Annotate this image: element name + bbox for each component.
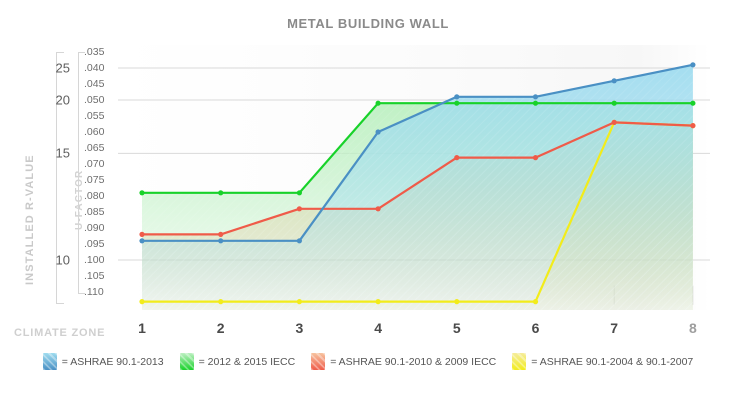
legend-label: = ASHRAE 90.1-2013 — [61, 355, 164, 368]
data-point[interactable] — [611, 100, 617, 106]
data-point[interactable] — [218, 190, 224, 196]
data-point[interactable] — [375, 100, 381, 106]
u-factor-tick: .110 — [84, 286, 104, 298]
right-axis-bracket — [78, 52, 85, 294]
data-point[interactable] — [532, 299, 539, 305]
u-factor-tick: .075 — [84, 174, 105, 186]
legend-item[interactable]: = ASHRAE 90.1-2010 & 2009 IECC — [311, 353, 496, 370]
legend-item[interactable]: = ASHRAE 90.1-2004 & 90.1-2007 — [512, 353, 693, 370]
data-point[interactable] — [375, 129, 381, 135]
x-axis-ticks: 1 2 3 4 5 6 7 8 — [0, 320, 736, 346]
r-value-tick: 15 — [55, 145, 70, 161]
u-factor-tick: .080 — [84, 190, 105, 202]
series-line[interactable] — [140, 121, 694, 303]
data-point[interactable] — [532, 155, 539, 161]
u-factor-tick: .040 — [84, 62, 105, 74]
data-point[interactable] — [139, 238, 145, 244]
x-axis-title: CLIMATE ZONE — [14, 327, 106, 339]
data-point[interactable] — [218, 299, 224, 305]
data-point[interactable] — [454, 94, 460, 100]
data-point[interactable] — [296, 299, 302, 305]
r-value-tick: 20 — [55, 92, 70, 108]
u-factor-tick: .095 — [84, 238, 105, 250]
right-axis-ticks: .035 .040 .045 .050 .055 .060 .065 .070 .075 .080… — [84, 45, 118, 310]
x-tick-zone-5: 5 — [452, 320, 461, 336]
legend-item[interactable]: = ASHRAE 90.1-2013 — [42, 353, 164, 370]
data-point[interactable] — [690, 100, 696, 106]
left-axis-ticks: 25 20 15 10 — [30, 45, 70, 310]
u-factor-tick: .085 — [84, 206, 105, 218]
u-factor-tick: .045 — [84, 78, 105, 90]
chart-svg — [118, 62, 710, 310]
u-factor-tick: .090 — [84, 222, 105, 234]
data-point[interactable] — [139, 299, 145, 305]
data-point[interactable] — [690, 123, 696, 129]
series-area-hatch — [142, 64, 693, 310]
legend-swatch-icon — [42, 353, 57, 370]
legend-swatch-icon — [179, 353, 194, 370]
series-line[interactable] — [140, 63, 694, 242]
series-line[interactable] — [140, 102, 694, 194]
r-value-tick: 10 — [55, 252, 70, 268]
data-point[interactable] — [611, 119, 617, 125]
data-point[interactable] — [611, 78, 617, 84]
left-axis-bracket — [56, 52, 64, 304]
data-point[interactable] — [139, 231, 145, 237]
data-point[interactable] — [454, 155, 460, 161]
legend-item[interactable]: = 2012 & 2015 IECC — [179, 353, 296, 370]
data-point[interactable] — [532, 100, 539, 106]
data-point[interactable] — [296, 190, 302, 196]
data-point[interactable] — [454, 299, 460, 305]
series-line[interactable] — [140, 121, 694, 236]
legend-label: = ASHRAE 90.1-2010 & 2009 IECC — [330, 355, 497, 368]
data-point[interactable] — [218, 238, 224, 244]
x-tick-zone-4: 4 — [374, 320, 382, 336]
plot-area — [118, 45, 710, 310]
page-title: METAL BUILDING WALL — [287, 16, 449, 31]
u-factor-tick: .035 — [84, 46, 105, 58]
x-tick-zone-2: 2 — [216, 320, 225, 336]
legend-swatch-icon — [512, 353, 527, 370]
u-factor-tick: .060 — [84, 126, 105, 138]
data-point[interactable] — [375, 206, 381, 212]
data-point[interactable] — [375, 299, 381, 305]
u-factor-tick: .050 — [84, 94, 105, 106]
x-tick-zone-1: 1 — [138, 320, 146, 336]
data-point[interactable] — [296, 206, 302, 212]
legend-label: = ASHRAE 90.1-2004 & 90.1-2007 — [531, 355, 694, 368]
data-point[interactable] — [139, 190, 145, 196]
data-point[interactable] — [690, 62, 696, 68]
u-factor-tick: .070 — [84, 158, 105, 170]
x-tick-zone-3: 3 — [295, 320, 304, 336]
x-tick-zone-8: 8 — [688, 320, 697, 336]
data-point[interactable] — [296, 238, 302, 244]
r-value-tick: 25 — [55, 60, 70, 76]
x-tick-zone-6: 6 — [531, 320, 540, 336]
chart-legend: = ASHRAE 90.1-2013 = 2012 & 2015 IECC = AS… — [0, 353, 736, 370]
u-factor-tick: .055 — [84, 110, 105, 122]
u-factor-tick: .100 — [84, 254, 105, 266]
data-point[interactable] — [454, 100, 460, 106]
legend-swatch-icon — [311, 353, 326, 370]
data-point[interactable] — [532, 94, 539, 100]
u-factor-tick: .105 — [84, 270, 105, 282]
x-tick-zone-7: 7 — [610, 320, 619, 336]
legend-label: = 2012 & 2015 IECC — [198, 355, 296, 368]
data-point[interactable] — [218, 231, 224, 237]
u-factor-tick: .065 — [84, 142, 105, 154]
